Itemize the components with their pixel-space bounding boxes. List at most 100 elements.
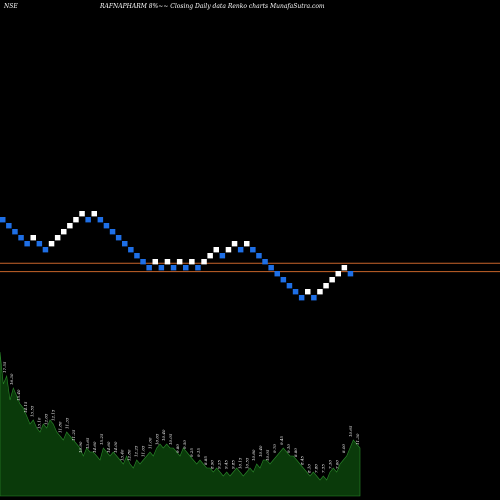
volume-value-label: 14.60 bbox=[92, 441, 97, 453]
volume-value-label: 10.80 bbox=[251, 449, 256, 461]
volume-value-label: 14.00 bbox=[113, 441, 118, 453]
renko-brick-up bbox=[189, 259, 195, 265]
renko-brick-up bbox=[335, 271, 341, 277]
renko-brick-down bbox=[42, 247, 49, 253]
volume-value-label: 8.90 bbox=[210, 460, 215, 469]
volume-area bbox=[0, 351, 361, 497]
volume-value-label: 9.50 bbox=[182, 440, 187, 449]
volume-value-label: 10.40 bbox=[258, 445, 263, 457]
volume-value-label: 7.60 bbox=[334, 460, 339, 469]
volume-value-label: 10.40 bbox=[161, 429, 166, 441]
renko-brick-down bbox=[122, 241, 128, 247]
volume-value-label: 16.30 bbox=[9, 373, 14, 385]
volume-value-label: 13.55 bbox=[30, 405, 35, 417]
volume-value-label: 12.80 bbox=[127, 449, 132, 461]
renko-brick-up bbox=[341, 265, 348, 271]
volume-value-label: 9.70 bbox=[272, 444, 277, 453]
renko-brick-up bbox=[323, 283, 329, 289]
renko-brick-down bbox=[109, 229, 116, 235]
renko-brick-up bbox=[317, 289, 323, 295]
volume-value-label: 13.65 bbox=[85, 437, 90, 449]
volume-value-label: 10.65 bbox=[154, 433, 159, 445]
renko-brick-down bbox=[12, 229, 18, 235]
renko-brick-up bbox=[201, 259, 207, 265]
volume-value-label: 11.00 bbox=[147, 437, 152, 449]
renko-brick-down bbox=[85, 217, 91, 223]
renko-brick-down bbox=[250, 247, 256, 253]
volume-value-label: 10.65 bbox=[348, 425, 353, 437]
renko-brick-down bbox=[128, 247, 134, 253]
renko-brick-up bbox=[305, 289, 311, 295]
volume-value-label: 10.90 bbox=[78, 441, 83, 453]
renko-brick-down bbox=[115, 235, 122, 241]
renko-brick-up bbox=[213, 247, 219, 253]
renko-brick-down bbox=[347, 271, 354, 277]
volume-value-label: 8.00 bbox=[341, 444, 346, 453]
volume-value-label: 9.25 bbox=[217, 460, 222, 469]
volume-value-label: 9.85 bbox=[231, 460, 236, 469]
renko-brick-down bbox=[0, 217, 6, 223]
renko-brick-down bbox=[183, 265, 189, 271]
renko-brick-up bbox=[164, 259, 171, 265]
renko-brick-down bbox=[97, 217, 104, 223]
volume-value-label: 9.15 bbox=[196, 448, 201, 457]
renko-brick-down bbox=[24, 241, 30, 247]
renko-brick-up bbox=[48, 241, 55, 247]
volume-value-label: 10.55 bbox=[244, 457, 249, 469]
volume-value-label: 12.65 bbox=[44, 413, 49, 425]
renko-brick-down bbox=[311, 295, 317, 301]
renko-brick-down bbox=[36, 241, 43, 247]
renko-brick-down bbox=[274, 271, 280, 277]
volume-value-label: 11.80 bbox=[57, 421, 62, 433]
volume-value-label: 10.05 bbox=[265, 449, 270, 461]
volume-value-label: 12.15 bbox=[51, 409, 56, 421]
volume-value-label: 8.10 bbox=[307, 464, 312, 473]
renko-brick-down bbox=[219, 253, 226, 259]
renko-brick-up bbox=[176, 259, 183, 265]
renko-brick-up bbox=[225, 247, 232, 253]
renko-brick-down bbox=[237, 247, 244, 253]
renko-brick-down bbox=[6, 223, 12, 229]
volume-value-label: 11.30 bbox=[355, 433, 360, 445]
volume-value-label: 7.30 bbox=[327, 460, 332, 469]
volume-value-label: 15.25 bbox=[99, 433, 104, 445]
volume-value-label: 7.80 bbox=[314, 464, 319, 473]
renko-brick-up bbox=[329, 277, 335, 283]
renko-brick-down bbox=[134, 253, 140, 259]
renko-brick-down bbox=[146, 265, 152, 271]
volume-area-path bbox=[0, 351, 361, 497]
volume-value-label: 11.25 bbox=[71, 429, 76, 441]
renko-brick-up bbox=[67, 223, 73, 229]
renko-brick-up bbox=[73, 217, 79, 223]
volume-value-label: 14.15 bbox=[23, 401, 28, 413]
renko-brick-down bbox=[140, 259, 146, 265]
renko-brick-up bbox=[79, 211, 85, 217]
renko-brick-up bbox=[207, 253, 213, 259]
volume-value-label: 8.80 bbox=[293, 448, 298, 457]
volume-value-label: 10.05 bbox=[168, 433, 173, 445]
volume-value-label: 17.55 bbox=[2, 361, 7, 373]
renko-brick-up bbox=[54, 235, 61, 241]
renko-brick-down bbox=[292, 289, 299, 295]
volume-value-label: 13.10 bbox=[37, 417, 42, 429]
renko-brick-down bbox=[170, 265, 177, 271]
renko-brick-down bbox=[256, 253, 262, 259]
chart-title: RAFNAPHARM 8%~~ Closing Daily data Renko… bbox=[99, 3, 325, 10]
renko-brick-down bbox=[103, 223, 110, 229]
renko-brick-up bbox=[30, 235, 36, 241]
volume-value-label: 15.40 bbox=[16, 389, 21, 401]
renko-brick-down bbox=[286, 283, 293, 289]
renko-brick-up bbox=[91, 211, 97, 217]
volume-value-label: 8.85 bbox=[203, 456, 208, 465]
renko-brick-up bbox=[152, 259, 158, 265]
renko-brick-up bbox=[244, 241, 250, 247]
volume-value-label: 9.45 bbox=[224, 460, 229, 469]
exchange-label: NSE bbox=[3, 3, 18, 10]
renko-brick-up bbox=[231, 241, 238, 247]
volume-value-label: 11.65 bbox=[141, 445, 146, 457]
volume-value-label: 12.25 bbox=[134, 445, 139, 457]
volume-value-label: 9.45 bbox=[279, 436, 284, 445]
